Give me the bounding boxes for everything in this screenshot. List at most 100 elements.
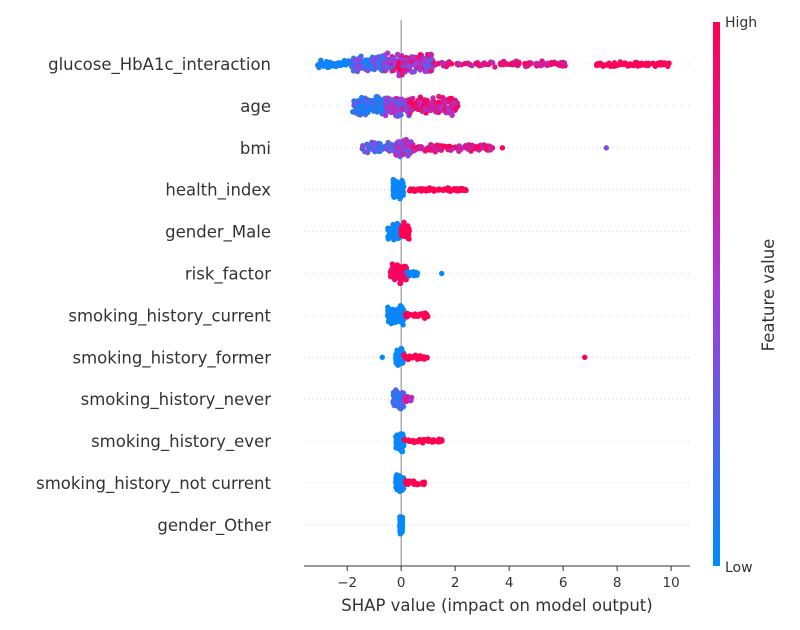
- shap-point: [438, 270, 445, 277]
- shap-point: [410, 355, 416, 361]
- shap-point: [475, 144, 481, 150]
- shap-point: [383, 146, 390, 152]
- shap-point: [393, 352, 399, 358]
- shap-point: [373, 94, 380, 100]
- shap-point: [402, 140, 408, 146]
- shap-point: [424, 355, 430, 361]
- x-tick-label: 10: [663, 575, 680, 591]
- feature-label: smoking_history_never: [81, 390, 272, 410]
- shap-point: [443, 63, 450, 70]
- shap-point: [499, 145, 506, 151]
- shap-point: [393, 186, 400, 193]
- shap-point: [657, 62, 663, 68]
- shap-point: [356, 99, 362, 105]
- shap-point: [424, 63, 430, 70]
- shap-point: [397, 319, 403, 325]
- shap-point: [406, 99, 413, 105]
- shap-point: [400, 151, 406, 158]
- shap-point: [390, 312, 397, 319]
- shap-point: [390, 107, 396, 114]
- shap-point: [458, 187, 464, 194]
- feature-label: risk_factor: [185, 265, 271, 285]
- shap-point: [388, 270, 394, 277]
- shap-point: [366, 105, 373, 111]
- shap-point: [408, 187, 414, 194]
- feature-label: smoking_history_ever: [91, 432, 271, 452]
- x-tick-label: 8: [613, 575, 622, 591]
- shap-point: [416, 354, 423, 360]
- shap-point: [390, 192, 397, 199]
- shap-point: [412, 313, 418, 319]
- shap-point: [399, 72, 405, 78]
- points-layer: [314, 50, 672, 537]
- shap-point: [395, 446, 402, 452]
- feature-label: bmi: [240, 139, 271, 158]
- shap-point: [431, 62, 438, 68]
- shap-point: [456, 148, 462, 154]
- shap-point: [384, 63, 390, 70]
- shap-point: [400, 264, 407, 271]
- shap-point: [352, 56, 358, 63]
- shap-point: [427, 68, 434, 74]
- shap-point: [357, 57, 363, 63]
- shap-point: [418, 107, 424, 113]
- shap-point: [375, 106, 382, 112]
- shap-point: [393, 387, 399, 393]
- shap-point: [364, 141, 370, 147]
- shap-point: [400, 270, 406, 277]
- shap-point: [466, 61, 473, 68]
- colorbar-title: Feature value: [759, 239, 778, 352]
- shap-point: [343, 61, 349, 68]
- x-tick-label: −2: [337, 575, 357, 591]
- shap-point: [489, 59, 496, 66]
- x-tick-label: 0: [397, 575, 406, 591]
- shap-point: [438, 147, 445, 153]
- shap-point: [354, 64, 361, 70]
- x-tick-label: 4: [505, 575, 514, 591]
- shap-point: [410, 148, 417, 154]
- shap-point: [350, 64, 356, 71]
- shap-point: [405, 223, 411, 229]
- shap-point: [481, 60, 487, 66]
- shap-point: [412, 61, 418, 68]
- shap-point: [431, 104, 437, 110]
- shap-point: [454, 100, 461, 106]
- shap-point: [413, 105, 419, 112]
- shap-point: [402, 276, 408, 282]
- feature-label: health_index: [165, 181, 271, 201]
- shap-point: [447, 95, 453, 102]
- shap-point: [404, 230, 411, 236]
- shap-point: [405, 153, 411, 159]
- shap-point: [492, 64, 498, 70]
- shap-point: [407, 397, 413, 404]
- shap-point: [456, 61, 463, 67]
- shap-point: [400, 59, 406, 65]
- shap-point: [391, 397, 398, 404]
- shap-point: [395, 264, 402, 271]
- shap-point: [406, 59, 412, 65]
- shap-point: [414, 482, 421, 488]
- shap-point: [397, 360, 404, 366]
- shap-point: [436, 436, 442, 442]
- shap-point: [368, 66, 375, 72]
- shap-point: [397, 306, 404, 312]
- shap-point: [400, 233, 406, 239]
- shap-point: [550, 60, 557, 67]
- shap-point: [397, 141, 403, 147]
- shap-point: [428, 52, 435, 58]
- shap-point: [385, 236, 392, 242]
- shap-point: [417, 437, 424, 444]
- shap-point: [393, 99, 400, 105]
- shap-point: [406, 270, 412, 277]
- shap-point: [408, 107, 415, 114]
- shap-point: [409, 69, 415, 75]
- shap-point: [398, 405, 404, 412]
- shap-point: [499, 61, 505, 67]
- shap-point: [400, 485, 407, 492]
- shap-point: [582, 354, 588, 360]
- shap-point: [422, 437, 428, 443]
- shap-point: [419, 186, 426, 193]
- shap-point: [396, 65, 403, 72]
- shap-point: [352, 109, 358, 116]
